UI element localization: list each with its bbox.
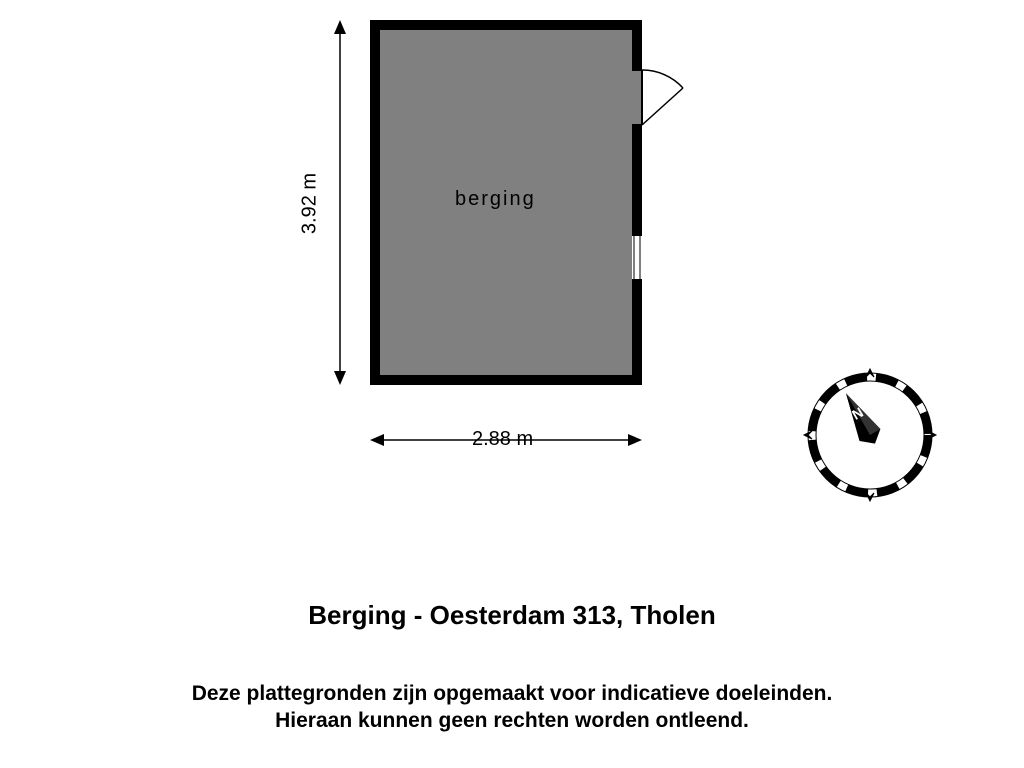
floorplan-stage: berging 3.92 m 2.88 m — [0, 0, 1024, 768]
floorplan-title: Berging - Oesterdam 313, Tholen — [0, 600, 1024, 631]
disclaimer-line1: Deze plattegronden zijn opgemaakt voor i… — [192, 682, 833, 705]
disclaimer-line2: Hieraan kunnen geen rechten worden ontle… — [275, 709, 749, 732]
compass-rose: N — [0, 0, 1024, 768]
floorplan-disclaimer: Deze plattegronden zijn opgemaakt voor i… — [0, 680, 1024, 735]
